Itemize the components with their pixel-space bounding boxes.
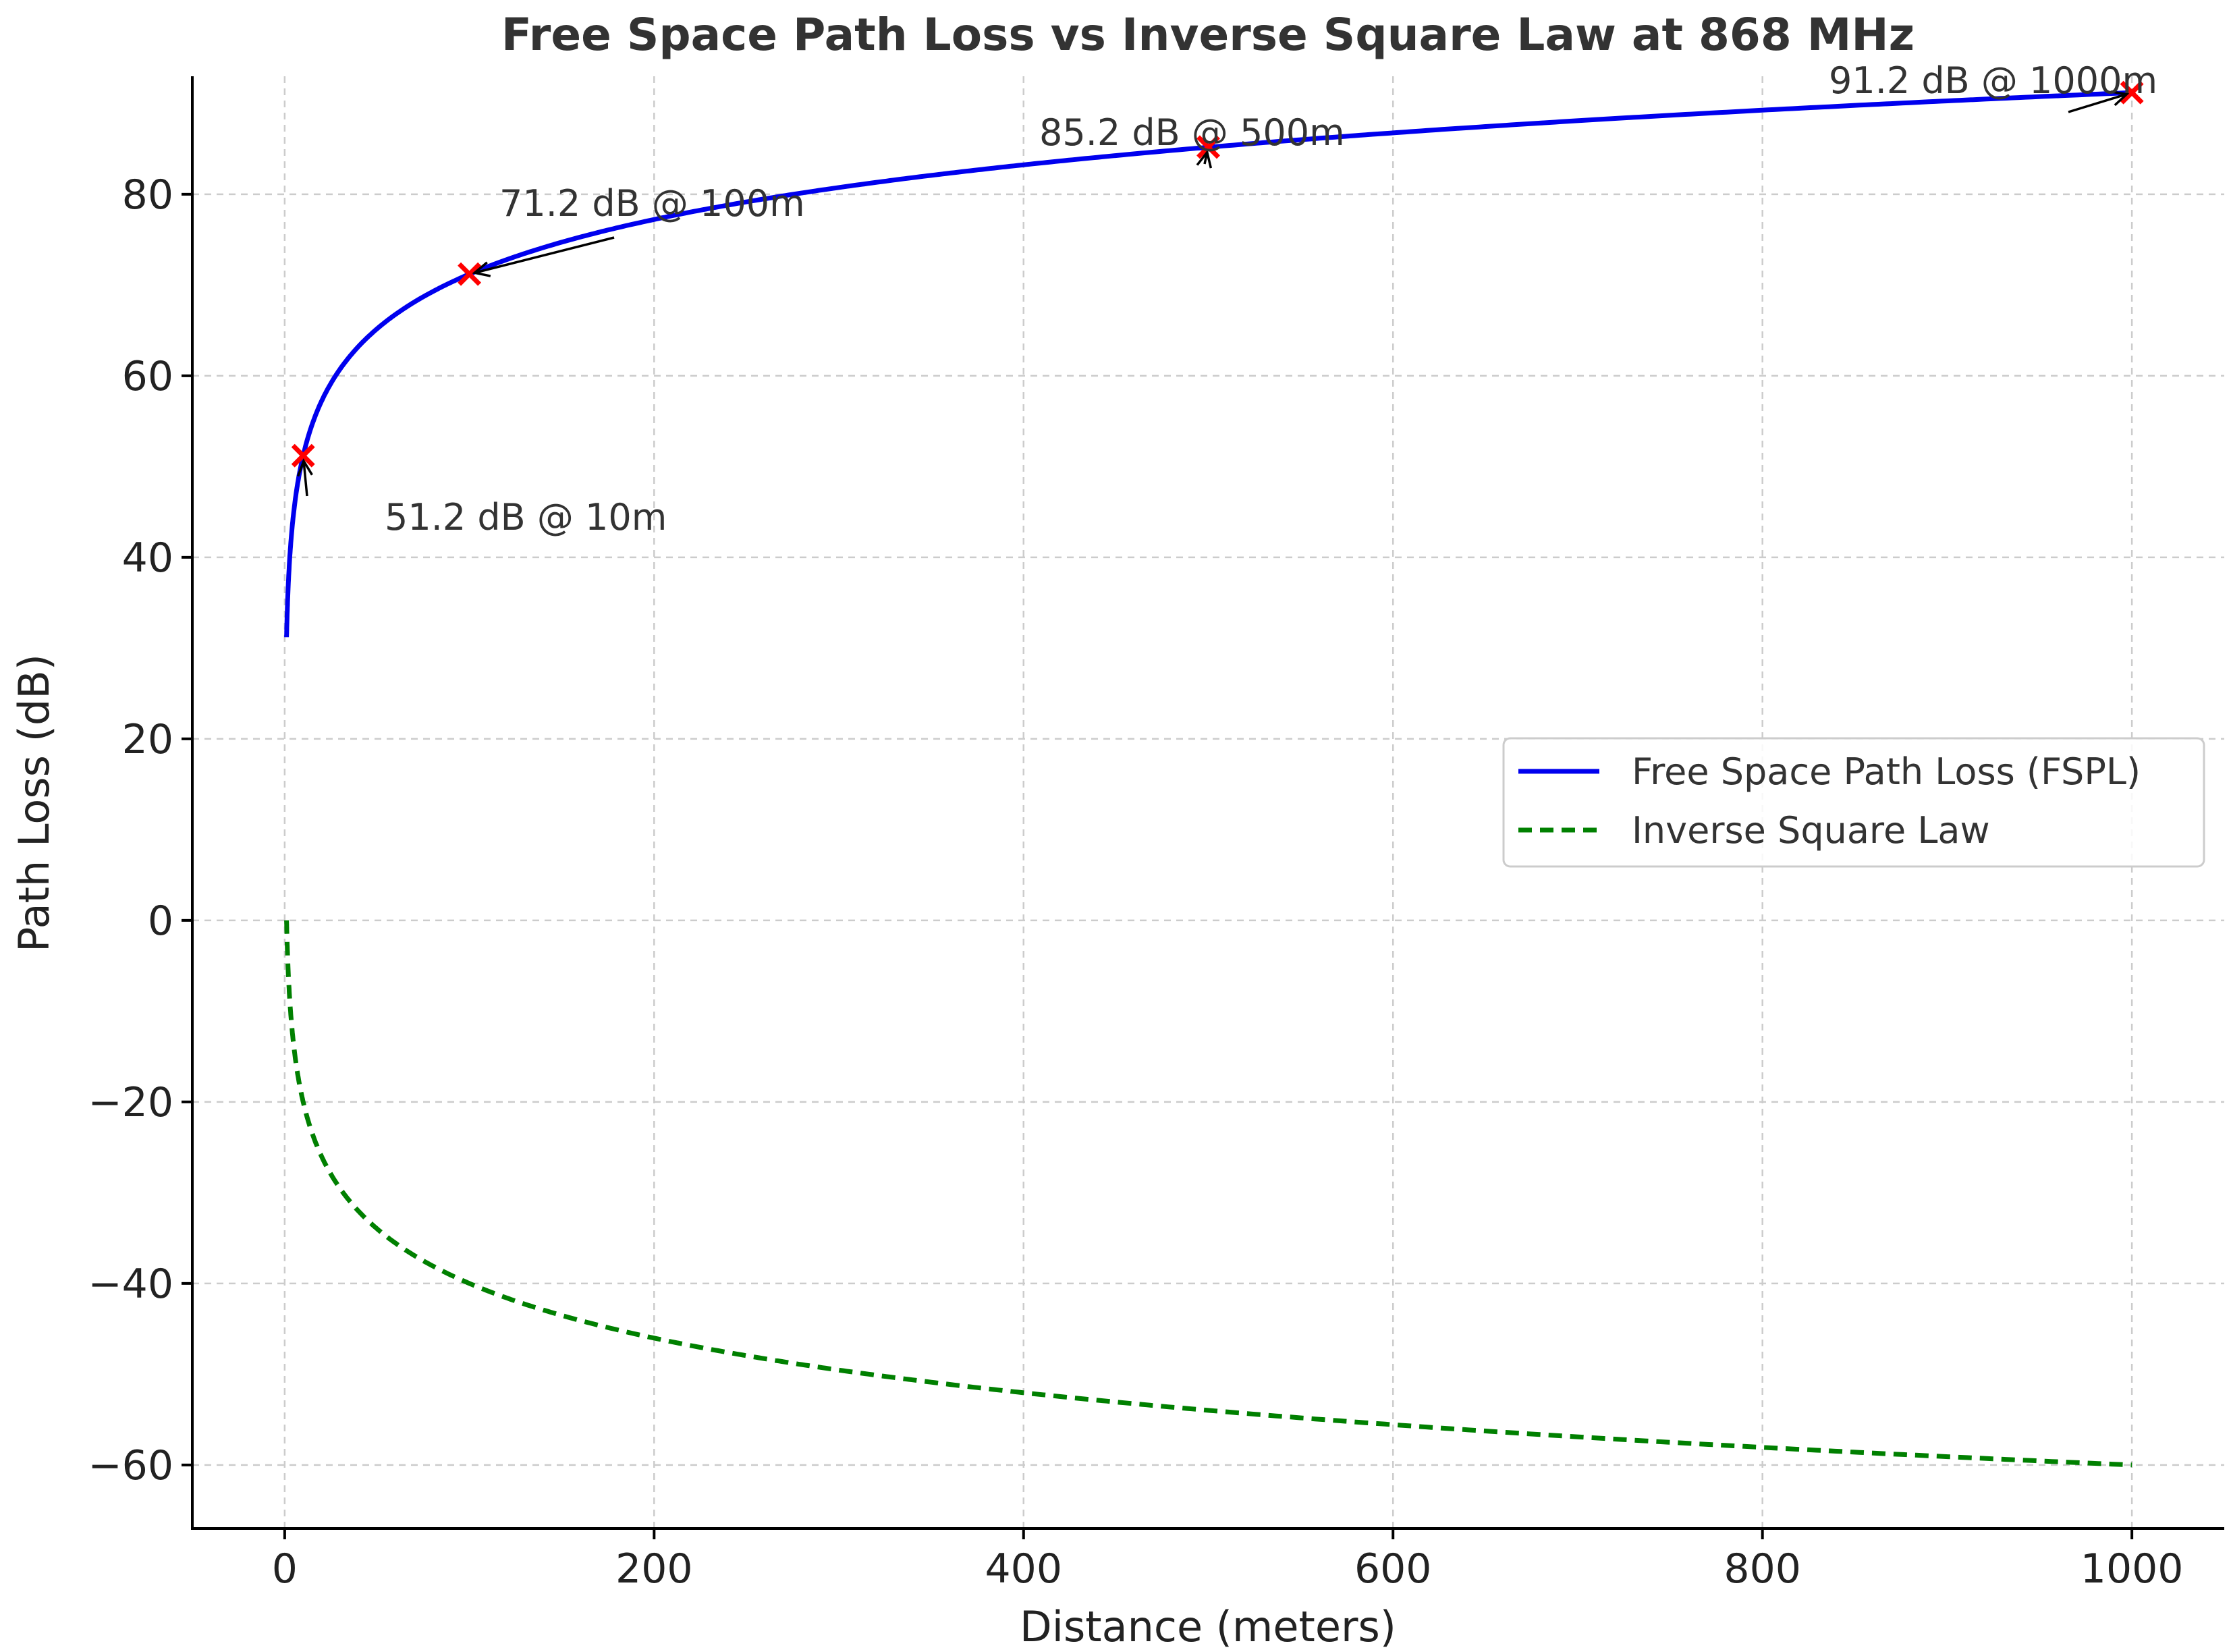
y-tick-label: 0: [148, 898, 173, 945]
data-marker-stroke: [458, 262, 482, 286]
x-tick-label: 200: [615, 1545, 693, 1593]
annotations: 51.2 dB @ 10m 71.2 dB @ 100m 85.2 dB @ 500…: [297, 59, 2157, 539]
annotation-label: 51.2 dB @ 10m: [385, 496, 667, 539]
series-lines: [284, 90, 2132, 1468]
legend-label-fspl: Free Space Path Loss (FSPL): [1632, 750, 2141, 793]
x-tick-label: 400: [985, 1545, 1063, 1593]
y-tick-label: 20: [122, 716, 173, 763]
series-line-fspl: [284, 90, 2132, 640]
y-tick-label: 40: [122, 534, 173, 582]
y-tick-label: 80: [122, 171, 173, 219]
x-tick-label: 1000: [2081, 1545, 2184, 1593]
annotation-label: 71.2 dB @ 100m: [499, 182, 805, 225]
data-marker: [458, 262, 482, 286]
annotation-arrowhead: [1196, 149, 1213, 169]
annotation-arrowhead: [472, 261, 491, 277]
x-tick-label: 0: [272, 1545, 298, 1593]
data-marker-stroke: [1196, 135, 1220, 159]
x-tick-label: 600: [1354, 1545, 1432, 1593]
data-marker-stroke: [291, 443, 315, 468]
y-tick-label: −20: [88, 1079, 173, 1126]
data-marker: [291, 443, 315, 468]
annotation-arrow: [474, 236, 615, 274]
legend-label-inverse-square: Inverse Square Law: [1632, 809, 1990, 852]
data-marker: [2120, 80, 2144, 105]
legend: Free Space Path Loss (FSPL) Inverse Squa…: [1502, 737, 2205, 868]
annotation-label: 91.2 dB @ 1000m: [1829, 59, 2157, 102]
data-marker-stroke: [2120, 80, 2144, 105]
y-axis-label: Path Loss (dB): [9, 654, 59, 952]
x-axis-label: Distance (meters): [1020, 1602, 1396, 1651]
annotation-arrow: [302, 461, 308, 497]
x-tick-label: 800: [1724, 1545, 1801, 1593]
annotation-arrowhead: [2110, 90, 2130, 107]
axis-ticks: 0 200 400 600 800 1000 −60 −40 −20 0 20 40 60 80: [88, 171, 2183, 1593]
series-line-inverse-square: [284, 918, 2132, 1468]
legend-frame: [1502, 737, 2205, 868]
y-tick-label: 60: [122, 353, 173, 400]
annotation-label: 85.2 dB @ 500m: [1039, 111, 1345, 154]
y-tick-label: −60: [88, 1442, 173, 1489]
y-tick-label: −40: [88, 1261, 173, 1308]
data-marker: [1196, 135, 1220, 159]
chart-title: Free Space Path Loss vs Inverse Square L…: [501, 9, 1915, 61]
markers: [291, 80, 2144, 468]
annotation-arrow: [2068, 92, 2127, 113]
annotation-arrowhead: [297, 458, 313, 477]
